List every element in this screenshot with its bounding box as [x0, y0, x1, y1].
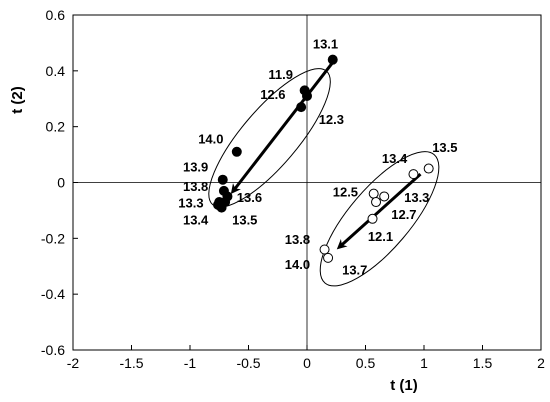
point-label: 13.4: [382, 151, 408, 166]
x-tick-label: 0.5: [356, 355, 376, 371]
cluster-ellipse: [319, 151, 440, 287]
x-tick-label: -1: [184, 355, 197, 371]
open-data-point: [367, 213, 378, 224]
filled-data-point: [302, 90, 312, 101]
x-axis-title: t (1): [390, 377, 418, 394]
open-data-point: [323, 252, 334, 263]
open-data-point: [371, 197, 382, 208]
x-tick-label: -1.5: [119, 355, 143, 371]
point-label: 13.7: [342, 263, 367, 278]
y-tick-label: 0.6: [46, 7, 66, 23]
filled-data-point: [231, 146, 242, 157]
y-tick-label: -0.6: [41, 342, 65, 358]
point-label: 13.1: [313, 37, 338, 52]
trend-arrow: [230, 61, 334, 195]
point-label: 13.5: [232, 212, 257, 227]
data-points: [213, 54, 434, 263]
y-tick-label: 0.2: [46, 119, 66, 135]
filled-data-point: [213, 199, 224, 210]
point-label: 13.4: [183, 212, 209, 227]
x-tick-label: -2: [67, 355, 80, 371]
x-tick-label: 1.5: [473, 355, 493, 371]
x-tick-label: 0: [303, 355, 311, 371]
point-label: 12.5: [333, 184, 358, 199]
open-data-point: [423, 163, 434, 174]
point-label: 14.0: [285, 257, 310, 272]
point-label: 12.7: [391, 207, 416, 222]
y-tick-label: 0: [57, 175, 65, 191]
point-label: 12.1: [368, 229, 393, 244]
filled-data-point: [217, 174, 228, 185]
point-label: 13.3: [404, 190, 429, 205]
x-tick-label: 1: [420, 355, 428, 371]
filled-data-point: [327, 54, 338, 65]
open-data-point: [368, 188, 379, 199]
point-labels: 13.111.912.612.314.013.913.813.613.313.4…: [178, 37, 457, 278]
trend-arrow: [336, 173, 422, 250]
axis-ticks: -2 -1.5 -1 -0.5 0 0.5 1 1.5 2 -0.6 -0.4 -0.2 0 0.2 0.4…: [41, 7, 545, 371]
point-label: 12.3: [319, 112, 344, 127]
x-tick-label: -0.5: [236, 355, 260, 371]
x-tick-label: 2: [537, 355, 545, 371]
point-label: 13.5: [432, 140, 457, 155]
zero-lines: [73, 15, 541, 350]
point-label: 13.8: [285, 232, 310, 247]
open-data-point: [319, 244, 330, 255]
y-tick-label: -0.4: [41, 286, 65, 302]
filled-data-point: [296, 102, 307, 113]
point-label: 12.6: [260, 87, 285, 102]
trend-arrows: [230, 61, 422, 250]
y-tick-label: 0.4: [46, 63, 66, 79]
point-label: 13.9: [183, 159, 208, 174]
point-label: 13.6: [237, 190, 262, 205]
point-label: 11.9: [268, 67, 293, 82]
point-label: 13.3: [178, 196, 203, 211]
open-data-point: [408, 169, 419, 180]
point-label: 14.0: [198, 131, 223, 146]
point-label: 13.8: [183, 179, 208, 194]
y-axis-title: t (2): [9, 86, 26, 114]
open-data-point: [379, 191, 390, 202]
y-tick-label: -0.2: [41, 230, 65, 246]
